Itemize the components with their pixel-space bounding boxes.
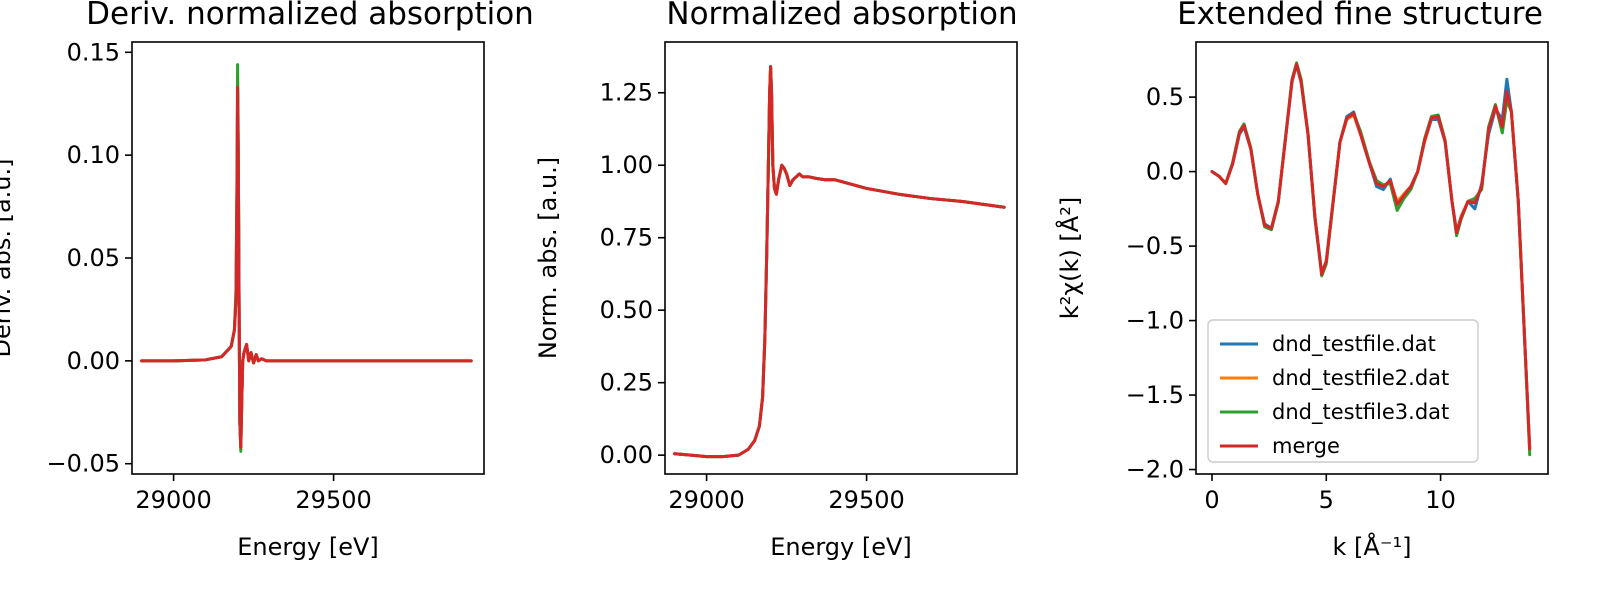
chart-title: Deriv. normalized absorption xyxy=(86,0,534,32)
y-tick-label: 0.0 xyxy=(1146,158,1184,186)
x-tick-label: 29500 xyxy=(295,486,371,514)
panel-2: 29000 29500 0.00 0.25 0.50 0.75 1.00 1.25 Normal… xyxy=(534,0,1018,561)
series-group xyxy=(140,63,473,453)
x-tick-label: 10 xyxy=(1425,486,1456,514)
legend-label: dnd_testfile2.dat xyxy=(1272,366,1449,391)
series-line-3 xyxy=(673,65,1006,459)
y-tick-label: 0.00 xyxy=(600,441,653,469)
y-tick-label: −2.0 xyxy=(1126,456,1184,484)
x-tick-label: 29000 xyxy=(668,486,744,514)
series-group xyxy=(1210,61,1532,457)
series-line-4 xyxy=(1210,62,1532,451)
y-tick-label: 0.00 xyxy=(67,347,120,375)
x-axis-label: Energy [eV] xyxy=(770,533,912,561)
chart-title: Extended fine structure xyxy=(1177,0,1543,32)
series-line-2 xyxy=(140,91,473,449)
y-tick-label: −1.0 xyxy=(1126,307,1184,335)
y-tick-label: 0.15 xyxy=(67,38,120,66)
series-group xyxy=(673,65,1006,459)
panel-1: 29000 29500 −0.05 0.00 0.05 0.10 0.15 Deriv. no… xyxy=(0,0,534,561)
y-tick-label: −1.5 xyxy=(1126,381,1184,409)
series-line-2 xyxy=(673,65,1006,459)
y-tick-label: 0.05 xyxy=(67,244,120,272)
series-line-4 xyxy=(140,85,473,449)
y-axis-label: Deriv. abs. [a.u.] xyxy=(0,159,16,358)
x-axis-label: k [Å⁻¹] xyxy=(1333,532,1412,561)
series-line-4 xyxy=(673,65,1006,459)
axes-frame xyxy=(131,41,485,475)
legend-label: dnd_testfile3.dat xyxy=(1272,400,1449,425)
legend-label: merge xyxy=(1272,434,1340,458)
series-line-1 xyxy=(140,91,473,449)
x-tick-label: 29500 xyxy=(828,486,904,514)
y-tick-label: −0.05 xyxy=(46,450,120,478)
x-axis-label: Energy [eV] xyxy=(237,533,379,561)
legend-box xyxy=(1207,319,1479,463)
legend-label: dnd_testfile.dat xyxy=(1272,332,1436,357)
y-tick-label: 1.25 xyxy=(600,79,653,107)
y-tick-label: 0.75 xyxy=(600,224,653,252)
y-tick-label: 0.10 xyxy=(67,141,120,169)
x-tick-label: 5 xyxy=(1319,486,1334,514)
y-tick-label: 0.50 xyxy=(600,296,653,324)
y-tick-label: 0.25 xyxy=(600,369,653,397)
y-axis-label: k²χ(k) [Å²] xyxy=(1055,197,1084,319)
axes-frame xyxy=(664,41,1018,475)
chart-title: Normalized absorption xyxy=(666,0,1017,32)
x-tick-label: 0 xyxy=(1204,486,1219,514)
panel-3: 0 5 10 −2.0 −1.5 −1.0 −0.5 0.0 0.5 Extended fine … xyxy=(1055,0,1549,561)
legend: dnd_testfile.dat dnd_testfile2.dat dnd_tes… xyxy=(1207,319,1479,463)
y-tick-label: 0.5 xyxy=(1146,83,1184,111)
series-line-3 xyxy=(140,63,473,453)
x-tick-label: 29000 xyxy=(135,486,211,514)
y-tick-label: 1.00 xyxy=(600,151,653,179)
y-tick-label: −0.5 xyxy=(1126,232,1184,260)
series-line-1 xyxy=(673,65,1006,459)
y-axis-label: Norm. abs. [a.u.] xyxy=(534,157,562,359)
axes-frame xyxy=(1195,41,1549,475)
